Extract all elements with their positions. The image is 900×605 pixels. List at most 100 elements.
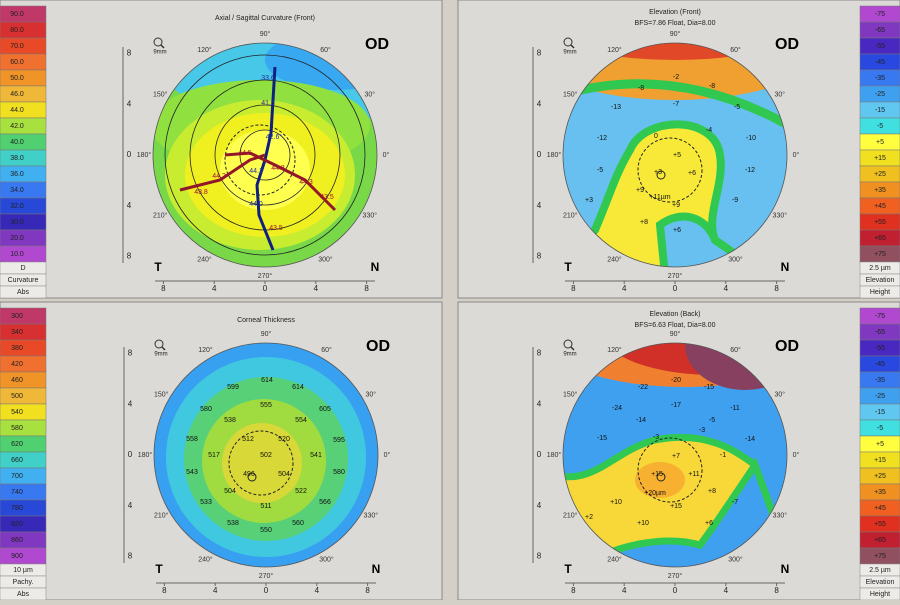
scale-label: +75 (874, 251, 886, 258)
angle-label: 270° (259, 572, 274, 580)
map-value: -8 (638, 85, 644, 92)
angle-label: 150° (154, 390, 169, 398)
angle-label: 240° (197, 256, 212, 264)
eye-label: OD (365, 36, 389, 53)
map-value: -1 (720, 452, 726, 459)
map-value: 496 (243, 471, 255, 478)
scale-label: +45 (874, 203, 886, 210)
angle-label: 330° (773, 511, 788, 519)
map-value: 543 (186, 469, 198, 476)
axis-tick-label: 4 (315, 586, 320, 595)
map-value: +15 (670, 503, 682, 510)
scale-label: +5 (876, 139, 884, 146)
scale-label: -25 (875, 91, 885, 98)
map-value: -22 (638, 384, 648, 391)
angle-label: 60° (321, 346, 332, 354)
map-value: 558 (186, 436, 198, 443)
angle-label: 0° (384, 451, 391, 459)
map-value: -24 (612, 405, 622, 412)
angle-label: 30° (365, 390, 376, 398)
angle-label: 120° (607, 46, 622, 54)
axis-tick-label: 0 (673, 284, 678, 293)
map-outline (153, 342, 379, 568)
angle-label: 150° (563, 90, 578, 98)
scale-label: +15 (874, 457, 886, 464)
zoom-icon (160, 44, 165, 49)
scale-label: 420 (11, 361, 23, 368)
map-value: +10 (610, 499, 622, 506)
scale-swatch (0, 483, 47, 501)
map-value: -20 (671, 377, 681, 384)
zoom-label: 9mm (563, 352, 576, 358)
map-value: -3 (653, 434, 659, 441)
zoom-label: 9mm (153, 50, 166, 56)
scale-label: -5 (877, 123, 883, 130)
angle-label: 90° (260, 30, 271, 38)
map-value: -2 (673, 74, 679, 81)
angle-label: 300° (728, 256, 743, 264)
map-value: -14 (636, 417, 646, 424)
axis-tick-label: 8 (161, 284, 166, 293)
angle-label: 180° (137, 151, 152, 159)
scale-label: 40.0 (10, 139, 24, 146)
axis-tick-label: 8 (364, 284, 369, 293)
scale-footer: Pachy. (13, 579, 34, 586)
scale-label: -35 (875, 377, 885, 384)
map-zone (220, 130, 310, 210)
map-outline (562, 42, 788, 268)
panel-title: Corneal Thickness (237, 317, 295, 324)
scale-label: 340 (11, 329, 23, 336)
angle-label: 150° (563, 390, 578, 398)
temporal-label: T (564, 260, 572, 274)
axis-tick-label: 8 (774, 586, 779, 595)
scale-label: +45 (874, 505, 886, 512)
angle-label: 90° (670, 30, 681, 38)
angle-label: 90° (261, 330, 272, 338)
scale-label: +25 (874, 171, 886, 178)
scale-label: 10.0 (10, 251, 24, 258)
map-value: +8 (708, 488, 716, 495)
pupil (656, 170, 666, 180)
axis-tick-label: 4 (724, 586, 729, 595)
scale-label: 80.0 (10, 27, 24, 34)
map-value: 554 (295, 417, 307, 424)
scale-footer: Abs (17, 289, 30, 296)
map-value: 520 (278, 436, 290, 443)
angle-label: 180° (547, 451, 562, 459)
map-value: -7 (673, 101, 679, 108)
eye-label: OD (366, 338, 390, 355)
map-value: 580 (333, 469, 345, 476)
temporal-label: T (154, 260, 162, 274)
map-zone (222, 423, 302, 503)
map-value: -17 (671, 402, 681, 409)
scale-footer: Height (870, 289, 890, 296)
angle-label: 210° (154, 511, 169, 519)
map-value: 595 (333, 437, 345, 444)
ring (164, 54, 366, 256)
pupil-ring (228, 430, 294, 496)
scale-footer-cell (859, 285, 900, 299)
scale-swatch (0, 371, 47, 389)
axis-tick-label: 4 (213, 586, 218, 595)
angle-label: 330° (363, 211, 378, 219)
map-value: 44.2 (212, 173, 226, 180)
map-value: -12 (597, 135, 607, 142)
scale-label: 580 (11, 425, 23, 432)
scale-swatch (0, 547, 47, 565)
axis-tick-label: 4 (537, 201, 542, 210)
angle-label: 270° (258, 272, 273, 280)
scale-label: +55 (874, 521, 886, 528)
pupil (656, 472, 666, 482)
scale-label: 700 (11, 473, 23, 480)
axis-tick-label: 0 (127, 150, 132, 159)
axis-tick-label: 0 (673, 586, 678, 595)
scale-swatch (0, 419, 47, 437)
map-value: +5 (673, 152, 681, 159)
corneal-map (153, 43, 377, 267)
scale-label: 34.0 (10, 187, 24, 194)
map-value: 517 (208, 452, 220, 459)
scale-label: -45 (875, 361, 885, 368)
zoom-icon (153, 37, 163, 47)
scale-label: 540 (11, 409, 23, 416)
axis-tick-label: 8 (537, 252, 542, 261)
